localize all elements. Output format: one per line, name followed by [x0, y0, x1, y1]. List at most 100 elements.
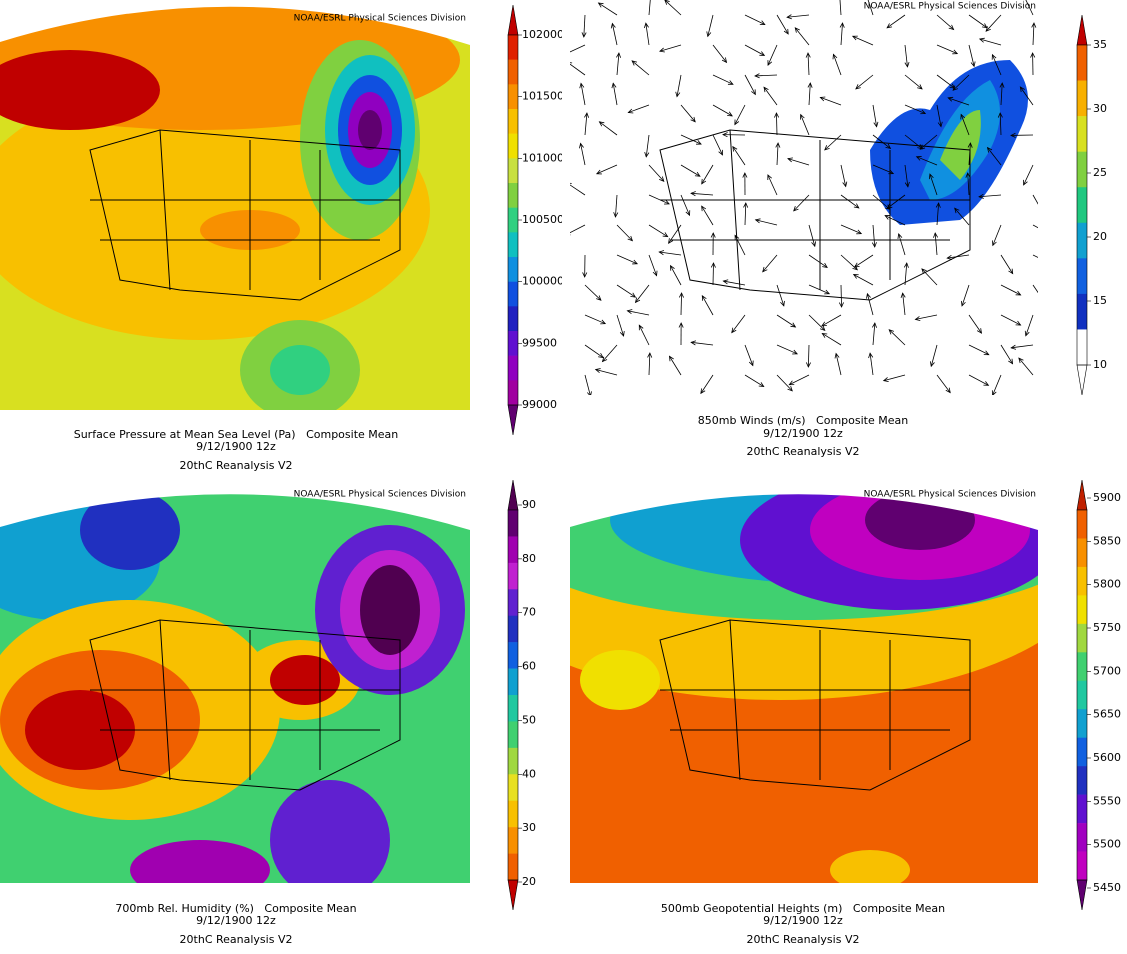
colorbar-label: 15	[1093, 294, 1107, 307]
colorbar-band	[508, 232, 518, 257]
colorbar-band	[508, 854, 518, 881]
colorbar-label: 5450	[1093, 881, 1121, 894]
colorbar-band	[508, 356, 518, 381]
colorbar-band	[1077, 795, 1087, 824]
colorbar-band	[508, 134, 518, 159]
colorbar-band	[1077, 595, 1087, 624]
credit: NOAA/ESRL Physical Sciences Division	[864, 490, 1036, 500]
colorbar-band	[1077, 652, 1087, 681]
colorbar-band	[1077, 852, 1087, 881]
colorbar-label: 35	[1093, 38, 1107, 51]
colorbar-band	[1077, 567, 1087, 596]
caption: 9/12/1900 12z	[763, 427, 843, 440]
colorbar-cap	[508, 5, 518, 35]
colorbar-band	[1077, 223, 1087, 259]
colorbar-band	[1077, 738, 1087, 767]
colorbar-band	[508, 669, 518, 696]
colorbar-label: 60	[522, 660, 536, 673]
arrow-head	[1047, 231, 1052, 235]
colorbar-band	[508, 642, 518, 669]
colorbar-band	[1077, 624, 1087, 653]
map-humidity	[0, 487, 470, 900]
colorbar-band	[508, 257, 518, 282]
colorbar-label: 25	[1093, 166, 1107, 179]
colorbar-band	[508, 695, 518, 722]
colorbar-band	[508, 774, 518, 801]
arrow-head	[565, 50, 570, 54]
colorbar-band	[1077, 538, 1087, 567]
colorbar-band	[1077, 258, 1087, 294]
colorbar-label: 50	[522, 713, 536, 726]
colorbar-label: 102000	[522, 28, 564, 41]
arrow-head	[1040, 209, 1044, 214]
colorbar-label: 101000	[522, 151, 564, 164]
colorbar-band	[508, 158, 518, 183]
colorbar-band	[508, 563, 518, 590]
caption: 20thC Reanalysis V2	[747, 933, 860, 946]
colorbar-band	[1077, 823, 1087, 852]
caption: 9/12/1900 12z	[196, 440, 276, 453]
colorbar-band	[508, 208, 518, 233]
arrow-shaft	[681, 293, 682, 315]
colorbar-band	[508, 616, 518, 643]
colorbar-band	[1077, 152, 1087, 188]
colorbar-label: 5850	[1093, 534, 1121, 547]
colorbar-band	[1077, 294, 1087, 330]
colorbar-band	[508, 536, 518, 563]
caption: 9/12/1900 12z	[763, 914, 843, 927]
colorbar-band	[1077, 81, 1087, 117]
colorbar-cap	[508, 405, 518, 435]
colorbar-label: 70	[522, 606, 536, 619]
colorbar-cap	[1077, 880, 1087, 910]
colorbar-cap	[1077, 365, 1087, 395]
colorbar-label: 5750	[1093, 621, 1121, 634]
colorbar-band	[1077, 510, 1087, 539]
colorbar-label: 100500	[522, 213, 564, 226]
arrow-shaft	[841, 285, 842, 307]
colorbar-label: 10	[1093, 358, 1107, 371]
colorbar-label: 5600	[1093, 751, 1121, 764]
colorbar-band	[1077, 187, 1087, 223]
colorbar-band	[508, 589, 518, 616]
colorbar-band	[508, 282, 518, 307]
colorbar-band	[508, 721, 518, 748]
colorbar-label: 5650	[1093, 708, 1121, 721]
colorbar-label: 5550	[1093, 794, 1121, 807]
colorbar-label: 5500	[1093, 838, 1121, 851]
caption: 20thC Reanalysis V2	[180, 933, 293, 946]
credit: NOAA/ESRL Physical Sciences Division	[294, 490, 466, 500]
colorbar-band	[508, 331, 518, 356]
colorbar-label: 30	[522, 821, 536, 834]
colorbar-label: 5700	[1093, 664, 1121, 677]
colorbar-band	[1077, 45, 1087, 81]
colorbar-label: 5900	[1093, 491, 1121, 504]
colorbar-band	[508, 35, 518, 60]
caption: 850mb Winds (m/s) Composite Mean	[698, 414, 908, 427]
colorbar-band	[508, 748, 518, 775]
arrow-shaft	[776, 113, 777, 135]
arrow-head	[1041, 298, 1045, 303]
colorbar-label: 99500	[522, 336, 557, 349]
credit: NOAA/ESRL Physical Sciences Division	[294, 14, 466, 24]
colorbar-label: 20	[1093, 230, 1107, 243]
colorbar-label: 80	[522, 552, 536, 565]
arrow-head	[565, 231, 570, 235]
caption: 9/12/1900 12z	[196, 914, 276, 927]
colorbar-band	[508, 84, 518, 109]
colorbar-band	[1077, 116, 1087, 152]
colorbar-cap	[1077, 15, 1087, 45]
credit: NOAA/ESRL Physical Sciences Division	[864, 2, 1036, 12]
colorbar-band	[508, 306, 518, 331]
colorbar-label: 101500	[522, 90, 564, 103]
caption: 20thC Reanalysis V2	[747, 445, 860, 458]
colorbar-band	[1077, 709, 1087, 738]
colorbar-band	[1077, 766, 1087, 795]
map-winds	[565, 0, 1053, 396]
arrow-head	[1048, 261, 1053, 265]
colorbar-band	[508, 183, 518, 208]
colorbar-label: 90	[522, 498, 536, 511]
colorbar-band	[508, 60, 518, 85]
colorbar-label: 40	[522, 767, 536, 780]
